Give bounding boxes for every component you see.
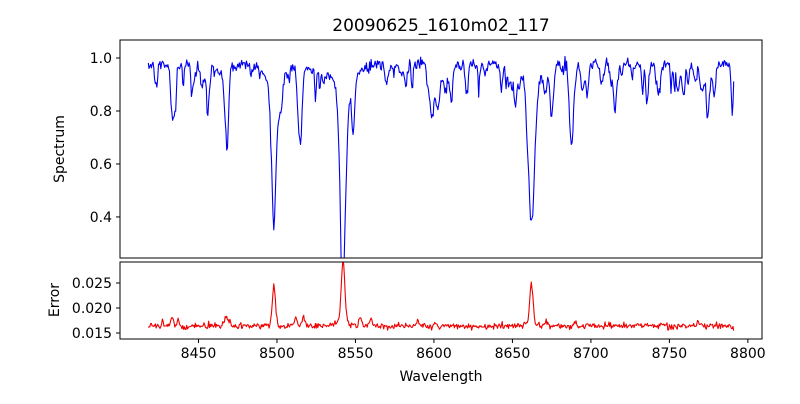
spectrum-ytick-label: 1.0 [90,51,112,67]
x-axis-label: Wavelength [399,369,482,385]
error-ytick-label: 0.025 [72,276,112,292]
error-axes-group: 0.015 0.020 0.025 8450 8500 8550 8600 8650 8700 8… [72,262,766,362]
error-ytick-label: 0.015 [72,326,112,342]
x-tick-label: 8450 [181,346,217,362]
spectrum-ytick-label: 0.6 [90,157,112,173]
spectrum-ytick-label: 0.8 [90,104,112,120]
x-tick-label: 8750 [652,346,688,362]
spectrum-y-axis-label: Spectrum [52,115,68,183]
x-tick-label: 8500 [259,346,295,362]
error-ytick-label: 0.020 [72,301,112,317]
x-tick-label: 8600 [416,346,452,362]
error-line [147,262,735,331]
spectrum-ytick-label: 0.4 [90,210,112,226]
x-tick-label: 8650 [495,346,531,362]
x-tick-label: 8700 [573,346,609,362]
error-y-axis-label: Error [47,283,63,317]
chart-title: 20090625_1610m02_117 [332,16,549,36]
error-axes-box [119,261,763,340]
spectrum-axes-box [119,39,763,259]
x-tick-label: 8550 [338,346,374,362]
x-tick-label: 8800 [730,346,766,362]
spectrum-axes-group: 0.4 0.6 0.8 1.0 [90,51,735,258]
spectrum-line [147,55,735,258]
